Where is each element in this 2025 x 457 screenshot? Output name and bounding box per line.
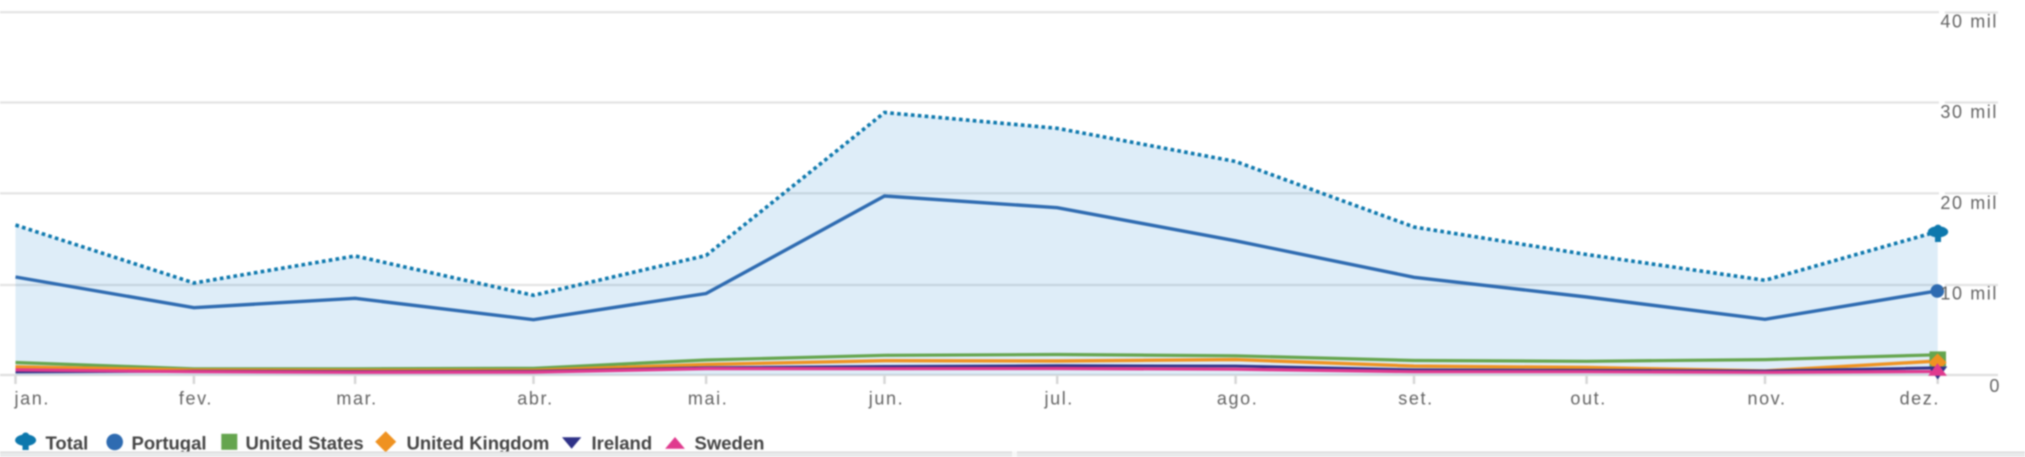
svg-text:abr.: abr.	[517, 389, 553, 409]
svg-text:Portugal: Portugal	[132, 433, 207, 454]
svg-text:mar.: mar.	[336, 389, 377, 409]
svg-text:United Kingdom: United Kingdom	[407, 433, 550, 454]
svg-text:jun.: jun.	[868, 389, 904, 409]
svg-text:20 mil: 20 mil	[1940, 193, 1998, 213]
svg-text:Sweden: Sweden	[695, 433, 765, 454]
svg-text:30 mil: 30 mil	[1940, 102, 1998, 122]
svg-text:ago.: ago.	[1217, 389, 1258, 409]
svg-text:Ireland: Ireland	[592, 433, 653, 454]
svg-text:jan.: jan.	[14, 389, 50, 409]
svg-text:jul.: jul.	[1043, 389, 1073, 409]
svg-text:nov.: nov.	[1747, 389, 1786, 409]
svg-text:10 mil: 10 mil	[1940, 284, 1998, 304]
svg-text:0: 0	[1989, 376, 2001, 396]
svg-text:mai.: mai.	[688, 389, 728, 409]
svg-text:40 mil: 40 mil	[1940, 12, 1998, 32]
svg-text:fev.: fev.	[179, 389, 213, 409]
svg-text:out.: out.	[1570, 389, 1606, 409]
svg-text:Total: Total	[46, 433, 89, 454]
svg-text:United States: United States	[246, 433, 364, 454]
svg-text:dez.: dez.	[1900, 389, 1940, 409]
svg-text:set.: set.	[1398, 389, 1433, 409]
